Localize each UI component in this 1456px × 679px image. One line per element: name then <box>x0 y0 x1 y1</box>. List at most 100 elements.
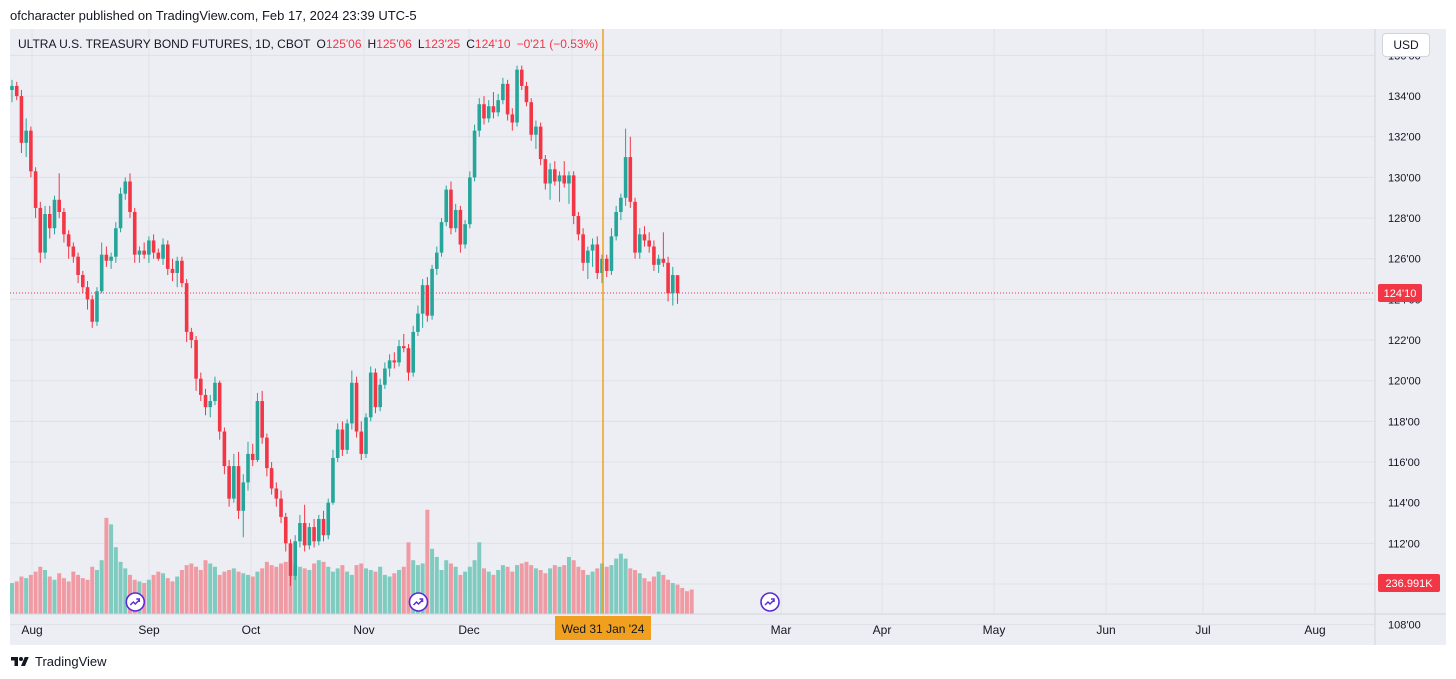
candle-body <box>595 244 600 273</box>
volume-bar <box>359 563 364 614</box>
volume-bar <box>444 560 449 614</box>
volume-bar <box>28 574 33 614</box>
event-marker-ring <box>760 592 780 612</box>
time-tick-label: Oct <box>242 623 261 637</box>
volume-bar <box>609 565 614 614</box>
candle-body <box>515 69 519 123</box>
candle-body <box>175 260 179 273</box>
volume-bar <box>179 570 184 614</box>
event-markers[interactable] <box>125 592 780 612</box>
volume-bar <box>642 578 647 614</box>
candle <box>293 535 297 580</box>
volume-bar <box>505 566 510 614</box>
candle <box>52 195 57 235</box>
candle-body <box>628 157 633 202</box>
candle-body <box>350 382 354 424</box>
candle-body <box>411 331 415 373</box>
candle <box>307 523 312 550</box>
candle-body <box>335 429 340 458</box>
price-tick-label: 120'00 <box>1388 376 1421 388</box>
symbol-legend: ULTRA U.S. TREASURY BOND FUTURES, 1D, CB… <box>18 37 598 51</box>
volume-bar <box>123 568 128 614</box>
volume-bar <box>467 566 472 614</box>
volume-bar <box>260 568 265 614</box>
price-axis[interactable]: 136'00134'00132'00130'00128'00126'00124'… <box>1374 29 1440 645</box>
volume-bar <box>321 561 326 614</box>
crosshair-date-badge-text: Wed 31 Jan '24 <box>562 622 645 636</box>
volume-bar <box>227 570 232 614</box>
volume-bar <box>656 571 661 614</box>
volume-bar <box>387 576 392 614</box>
volume-bar <box>302 568 307 614</box>
price-tick-label: 132'00 <box>1388 132 1421 144</box>
candle <box>222 427 227 475</box>
candle-body <box>151 240 156 253</box>
volume-bar <box>161 573 166 614</box>
candle-body <box>165 244 170 269</box>
candle <box>274 482 279 507</box>
candle-body <box>288 543 293 576</box>
candle <box>652 240 656 271</box>
candle <box>19 89 24 154</box>
candle <box>350 370 354 430</box>
volume-bar <box>689 589 694 614</box>
volume-bar <box>165 578 170 614</box>
volume-bar <box>524 561 529 614</box>
volume-bar <box>486 571 491 614</box>
candle-body <box>250 453 255 460</box>
currency-button[interactable]: USD <box>1382 33 1430 57</box>
volume-bar <box>496 570 501 614</box>
volume-bar <box>368 570 373 614</box>
candle <box>76 252 80 284</box>
candle-body <box>132 211 137 255</box>
volume-bar <box>552 565 557 614</box>
chart-canvas[interactable]: 136'00134'00132'00130'00128'00126'00124'… <box>10 29 1446 645</box>
candle <box>85 281 90 310</box>
candle-body <box>519 69 524 86</box>
candle <box>637 228 642 259</box>
candle <box>628 136 633 208</box>
price-tick-label: 116'00 <box>1388 457 1420 469</box>
volume-bar <box>99 560 104 614</box>
candle <box>208 394 213 418</box>
candle <box>576 211 581 241</box>
candle-body <box>600 258 604 273</box>
candle <box>364 413 368 458</box>
volume-bar <box>680 587 685 614</box>
candle <box>302 504 307 552</box>
candle <box>510 108 515 131</box>
candle <box>378 378 382 412</box>
candle <box>95 287 99 326</box>
candle-body <box>321 518 326 536</box>
chart-panel[interactable]: 136'00134'00132'00130'00128'00126'00124'… <box>10 29 1446 645</box>
price-tick-label: 112'00 <box>1388 538 1420 550</box>
volume-bar <box>666 579 671 614</box>
candle-body <box>52 199 57 229</box>
candle-body <box>118 193 123 229</box>
candle <box>24 118 28 158</box>
candle <box>401 333 406 353</box>
candle <box>236 451 241 519</box>
event-marker-icon[interactable] <box>408 592 429 612</box>
volume-bar <box>562 565 567 614</box>
time-tick-label: Sep <box>138 623 160 637</box>
candle <box>666 256 670 302</box>
candle <box>600 254 604 284</box>
candle-body <box>383 368 387 385</box>
volume-bar <box>283 561 288 614</box>
candle <box>288 539 293 587</box>
volume-bar <box>647 581 652 614</box>
event-marker-icon[interactable] <box>760 592 780 612</box>
candle <box>647 232 651 253</box>
candle <box>132 207 137 263</box>
event-marker-icon[interactable] <box>125 592 146 612</box>
candle-body <box>510 114 515 123</box>
candle <box>368 366 373 422</box>
candle <box>260 390 264 444</box>
candle-body <box>491 106 496 113</box>
time-axis[interactable]: AugSepOctNovDec2024MarAprMayJunJulAugWed… <box>10 613 1446 640</box>
grid-lines <box>10 29 1375 626</box>
time-tick-label: Aug <box>1304 623 1325 637</box>
candle <box>114 222 118 263</box>
candle-body <box>482 104 486 119</box>
